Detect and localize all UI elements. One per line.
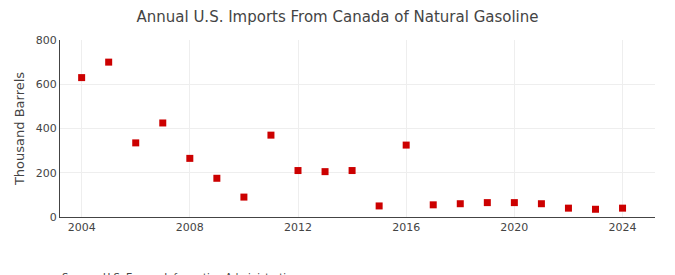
svg-text:2012: 2012 [284,221,312,234]
svg-text:Annual U.S. Imports From Canad: Annual U.S. Imports From Canada of Natur… [136,8,538,26]
svg-text:Source: U.S. Energy Informatio: Source: U.S. Energy Information Administ… [62,272,299,275]
svg-text:2020: 2020 [500,221,528,234]
svg-text:2008: 2008 [176,221,204,234]
svg-text:2024: 2024 [609,221,637,234]
svg-text:600: 600 [36,78,57,91]
svg-text:0: 0 [50,211,57,224]
svg-text:800: 800 [36,34,57,47]
svg-text:Thousand Barrels: Thousand Barrels [12,72,27,186]
svg-text:2016: 2016 [392,221,420,234]
svg-text:2004: 2004 [68,221,96,234]
svg-text:400: 400 [36,122,57,135]
svg-text:200: 200 [36,167,57,180]
